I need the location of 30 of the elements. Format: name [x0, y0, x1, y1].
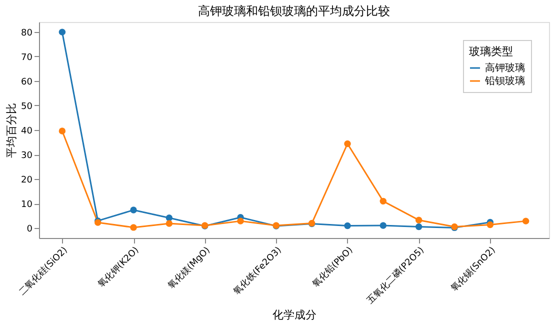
legend-label: 高钾玻璃 — [485, 62, 525, 74]
point — [380, 198, 387, 205]
point — [130, 206, 137, 214]
point — [380, 222, 387, 229]
y-tick-label: 50 — [21, 102, 33, 112]
y-tick-label: 30 — [21, 151, 33, 162]
y-tick-label: 40 — [21, 126, 33, 136]
legend-title: 玻璃类型 — [469, 45, 513, 58]
y-tick-label: 0 — [26, 224, 33, 235]
point — [486, 221, 494, 228]
y-axis-title: 平均百分比 — [5, 103, 18, 158]
point — [522, 218, 530, 224]
point — [415, 216, 422, 224]
point — [166, 220, 173, 227]
y-tick-label: 80 — [21, 28, 33, 38]
y-tick-label: 60 — [21, 77, 33, 88]
point — [130, 224, 137, 231]
chart-title: 高钾玻璃和铅钡玻璃的平均成分比较 — [198, 4, 390, 18]
legend-label: 铅钡玻璃 — [484, 75, 525, 87]
y-tick-label: 20 — [21, 176, 33, 186]
point — [237, 218, 244, 224]
point — [58, 28, 66, 36]
point — [58, 128, 66, 134]
y-tick-label: 70 — [21, 52, 33, 63]
point — [344, 222, 351, 230]
x-axis-title: 化学成分 — [272, 308, 316, 322]
point — [166, 214, 173, 222]
point — [344, 140, 351, 148]
y-tick-label: 10 — [21, 200, 33, 210]
point — [415, 223, 422, 230]
